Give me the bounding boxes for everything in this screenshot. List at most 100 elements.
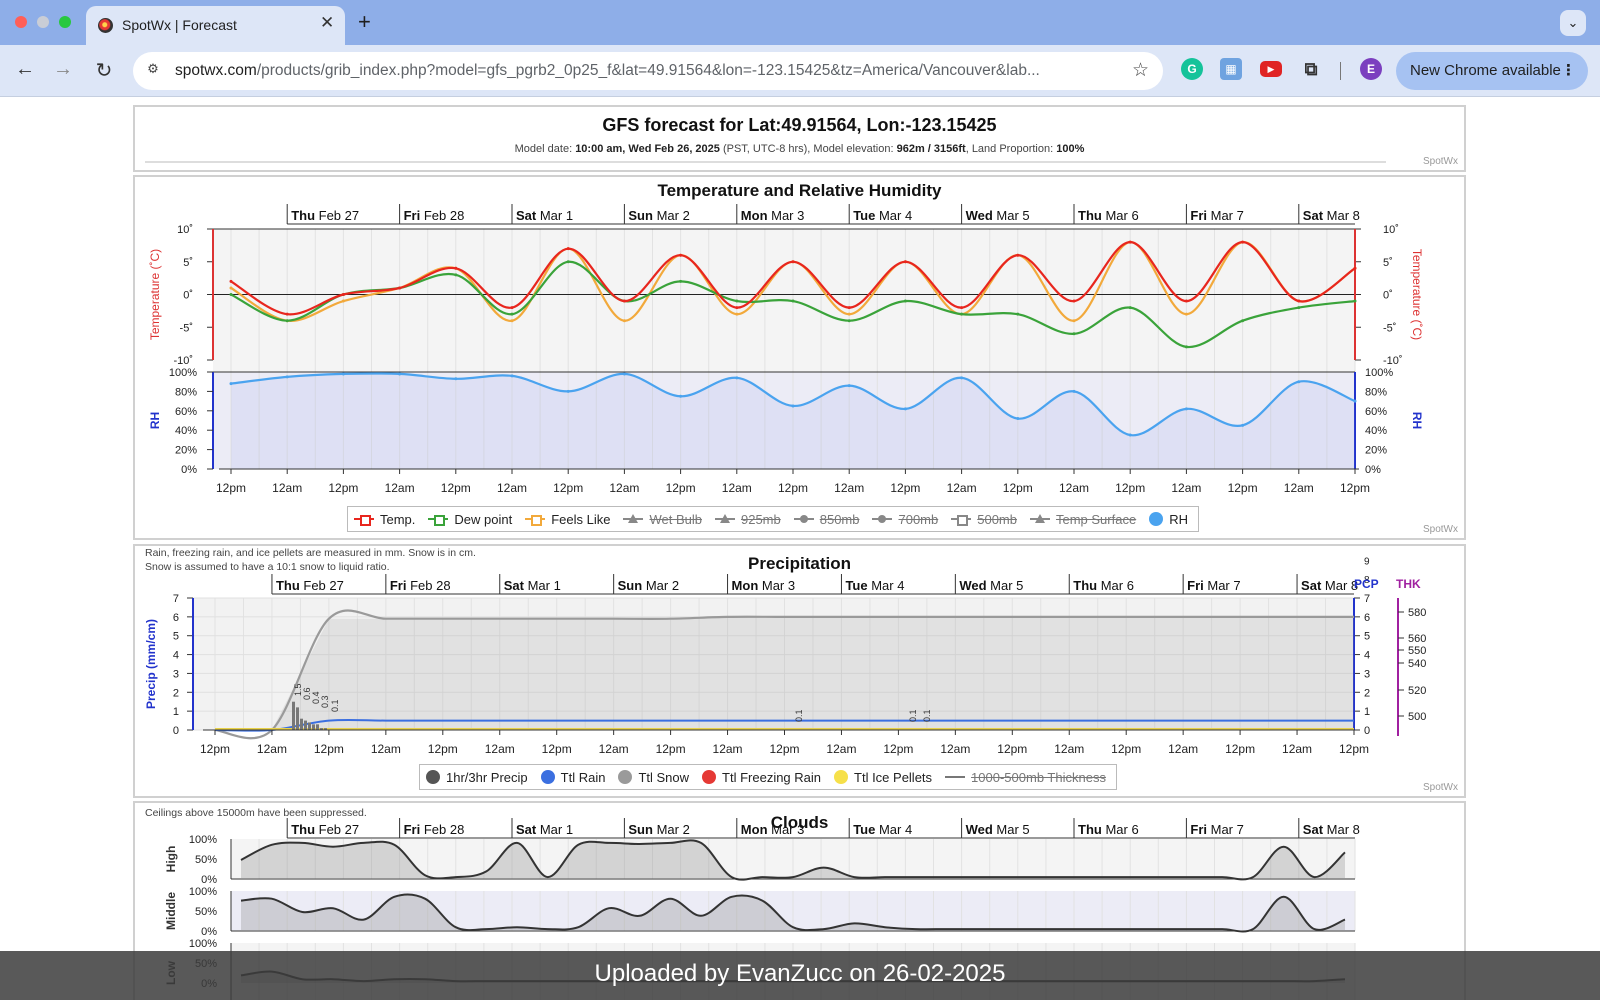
url-host: spotwx.com <box>175 62 257 79</box>
cloud-row-label: High <box>164 846 178 873</box>
data-point <box>1184 345 1188 349</box>
data-point <box>1241 423 1245 427</box>
precip-tick-label: 1 <box>173 706 179 718</box>
legend-item-700mb[interactable]: 700mb <box>872 512 938 527</box>
close-window-button[interactable] <box>15 16 27 28</box>
reload-icon[interactable]: ↻ <box>95 60 113 82</box>
day-label: Sat Mar 8 <box>1301 578 1358 593</box>
time-tick-label: 12pm <box>200 742 230 756</box>
legend-item-ttl-ice-pellets[interactable]: Ttl Ice Pellets <box>834 770 932 785</box>
day-label: Sat Mar 1 <box>516 822 573 837</box>
precip-tick-label: 5 <box>173 631 179 643</box>
menu-kebab-icon[interactable]: ⋮ <box>1561 62 1576 79</box>
rh-tick-label-right: 80% <box>1365 386 1387 398</box>
data-point <box>1353 266 1357 270</box>
legend-item-dew-point[interactable]: Dew point <box>428 512 512 527</box>
precip-axis-label: Precip (mm/cm) <box>144 619 158 709</box>
series-line-ttl-rain <box>214 718 1354 732</box>
day-label: Fri Feb 28 <box>404 822 465 837</box>
precipitation-chart[interactable]: Thu Feb 27 Fri Feb 28 Sat Mar 1 Sun Mar 2 Mo… <box>135 546 1464 796</box>
grammarly-extension-icon[interactable]: G <box>1181 58 1203 80</box>
legend-item-925mb[interactable]: 925mb <box>714 512 781 527</box>
data-point <box>791 260 795 264</box>
data-point <box>960 312 964 316</box>
legend-item-rh[interactable]: RH <box>1149 512 1188 527</box>
extensions-puzzle-icon[interactable]: ⧉ <box>1304 59 1318 79</box>
tab-close-icon[interactable]: ✕ <box>320 13 335 32</box>
legend-swatch-icon <box>702 770 717 784</box>
temp-tick-label-right: 5˚ <box>1383 257 1393 269</box>
data-point <box>229 293 233 296</box>
brand-label: SpotWx <box>1422 782 1458 793</box>
bookmark-star-icon[interactable]: ☆ <box>1131 60 1149 81</box>
time-tick-label: 12am <box>385 481 415 495</box>
legend-item-850mb[interactable]: 850mb <box>793 512 859 527</box>
spotwx-favicon-icon <box>98 18 113 33</box>
series-line-ttl-snow <box>214 609 1354 740</box>
cloud-area <box>241 894 1345 932</box>
legend-item-ttl-snow[interactable]: Ttl Snow <box>618 770 689 785</box>
precip-bar <box>292 701 295 730</box>
legend-item-1hr-3hr-precip[interactable]: 1hr/3hr Precip <box>426 770 528 785</box>
image-extension-icon[interactable]: ▦ <box>1220 58 1242 80</box>
data-point <box>791 404 795 408</box>
precip-tick-label: 3 <box>173 668 179 680</box>
temperature-rh-chart[interactable]: Thu Feb 27 Fri Feb 28 Sat Mar 1 Sun Mar 2 Mo… <box>135 177 1464 538</box>
legend-item-temp-[interactable]: Temp. <box>354 512 415 527</box>
temp-tick-label-right: 0˚ <box>1383 290 1393 302</box>
data-point <box>341 299 345 303</box>
browser-tab[interactable]: SpotWx | Forecast ✕ <box>86 6 345 45</box>
time-tick-label: 12pm <box>328 481 358 495</box>
day-label: Fri Mar 7 <box>1190 822 1243 837</box>
video-extension-icon[interactable]: ▶ <box>1260 61 1282 77</box>
new-tab-button[interactable]: + <box>358 9 371 34</box>
time-tick-label: 12am <box>1282 742 1312 756</box>
time-tick-label: 12pm <box>656 742 686 756</box>
time-tick-label: 12am <box>1168 742 1198 756</box>
data-point <box>847 306 851 310</box>
snow-area <box>215 616 1354 730</box>
precip-bar-label: 0.3 <box>320 695 330 708</box>
update-label: New Chrome available <box>1410 62 1561 79</box>
legend-item-ttl-rain[interactable]: Ttl Rain <box>540 770 605 785</box>
cloud-row-label: Middle <box>164 892 178 930</box>
temp-tick-label-right: -5˚ <box>1383 322 1396 334</box>
data-point <box>398 286 402 290</box>
series-line-rh <box>230 372 1356 437</box>
brand-label: SpotWx <box>1422 524 1458 535</box>
address-bar[interactable]: ⚙ spotwx.com/products/grib_index.php?mod… <box>133 52 1163 90</box>
header-divider <box>145 161 1386 163</box>
data-point <box>735 376 739 380</box>
day-label: Tue Mar 4 <box>853 208 912 223</box>
legend-item-1000-500mb-thickness[interactable]: 1000-500mb Thickness <box>945 770 1106 785</box>
site-info-icon[interactable]: ⚙ <box>147 61 159 76</box>
legend-item-feels-like[interactable]: Feels Like <box>525 512 610 527</box>
legend-item-500mb[interactable]: 500mb <box>951 512 1017 527</box>
url-text[interactable]: spotwx.com/products/grib_index.php?model… <box>175 62 1120 80</box>
day-label: Mon Mar 3 <box>741 822 805 837</box>
day-label: Fri Mar 7 <box>1187 578 1240 593</box>
tab-search-chevron-icon[interactable]: ⌄ <box>1560 10 1586 36</box>
forward-arrow-icon[interactable]: → <box>53 58 73 80</box>
data-point <box>285 375 289 379</box>
time-tick-label: 12pm <box>1003 481 1033 495</box>
legend-label: Feels Like <box>551 511 611 527</box>
day-label: Wed Mar 5 <box>959 578 1023 593</box>
new-chrome-available-button[interactable]: New Chrome available ⋮ <box>1396 52 1588 90</box>
time-tick-label: 12pm <box>883 742 913 756</box>
precip-bar <box>304 720 307 730</box>
data-point <box>341 293 345 296</box>
thk-label: THK <box>1396 577 1421 591</box>
legend-item-wet-bulb[interactable]: Wet Bulb <box>623 512 702 527</box>
minimize-window-button[interactable] <box>37 16 49 28</box>
legend-item-temp-surface[interactable]: Temp Surface <box>1029 512 1136 527</box>
legend-item-ttl-freezing-rain[interactable]: Ttl Freezing Rain <box>702 770 821 785</box>
time-tick-label: 12pm <box>997 742 1027 756</box>
legend-swatch-icon <box>951 513 972 526</box>
data-point <box>1353 299 1357 303</box>
profile-avatar[interactable]: E <box>1360 58 1382 80</box>
zoom-window-button[interactable] <box>59 16 71 28</box>
toolbar-divider <box>1340 62 1341 80</box>
back-arrow-icon[interactable]: ← <box>15 58 35 80</box>
thk-tick-label: 520 <box>1408 685 1426 697</box>
